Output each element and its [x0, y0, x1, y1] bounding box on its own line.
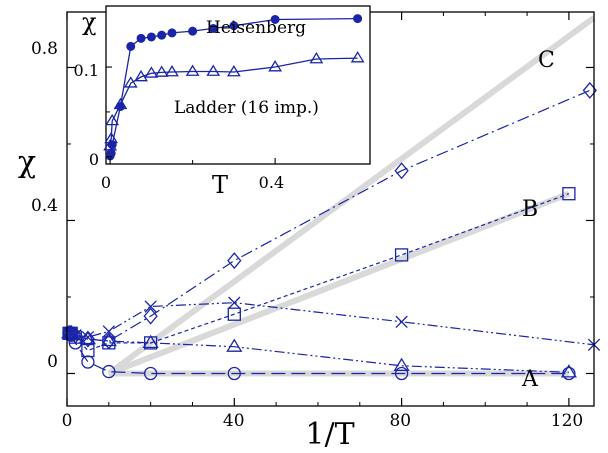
main-plot: 0 40 80 120 0 0.4 0.8 1/T χ C B A: [18, 11, 601, 452]
data-point-triangle: [103, 139, 118, 151]
inset-x-tick-label: 0: [101, 173, 111, 192]
inset-series-triangle: [103, 51, 365, 151]
data-point-cross: [81, 330, 95, 344]
data-point-triangle: [206, 64, 221, 76]
inset-series-group: [103, 14, 365, 161]
x-tick-label: 0: [62, 411, 73, 431]
data-point-cross: [228, 296, 241, 309]
data-point-circle: [562, 366, 576, 381]
inset-x-tick-label: 0.4: [259, 173, 284, 192]
data-point-cross: [102, 325, 115, 338]
data-point-triangle: [154, 65, 169, 77]
reference-line: [107, 15, 596, 376]
data-point-triangle: [226, 338, 243, 352]
series-label-heisenberg: Heisenberg: [206, 18, 306, 38]
series-square: [62, 187, 576, 358]
data-point-circle: [227, 366, 241, 381]
data-point-triangle: [226, 64, 241, 77]
data-point-filled-circle: [136, 33, 146, 43]
data-point-triangle: [113, 97, 128, 110]
data-point-diamond: [227, 252, 242, 270]
data-point-triangle: [350, 51, 365, 63]
data-point-filled-circle: [167, 28, 177, 38]
y-tick-label: 0.4: [31, 196, 58, 216]
data-point-circle: [64, 328, 78, 342]
data-point-triangle: [144, 66, 159, 78]
curve-label-c: C: [538, 48, 555, 73]
inset-series-line: [109, 57, 358, 147]
y-tick-label: 0: [47, 352, 58, 372]
data-point-filled-circle: [208, 23, 218, 33]
data-point-circle: [68, 336, 83, 350]
data-point-triangle: [134, 69, 148, 82]
inset-x-axis-title: T: [212, 171, 228, 199]
reference-line: [107, 190, 570, 377]
data-point-cross: [395, 315, 408, 329]
series-group: [61, 81, 601, 381]
series-label-ladder: Ladder (16 imp.): [174, 98, 319, 118]
data-point-square: [394, 248, 409, 262]
inset-y-axis-title: χ: [82, 8, 97, 36]
data-point-triangle: [104, 131, 119, 144]
data-point-triangle: [309, 51, 324, 64]
data-point-filled-circle: [188, 26, 198, 36]
x-tick-label: 120: [551, 411, 583, 431]
x-axis-title: 1/T: [305, 417, 354, 448]
inset-plot: 0 0.4 0 0.1 T χ Heisenberg Ladder (16 im…: [74, 5, 371, 199]
data-point-filled-circle: [126, 41, 136, 51]
data-point-filled-circle: [146, 32, 156, 42]
data-point-filled-circle: [157, 30, 167, 40]
data-point-triangle: [268, 60, 283, 72]
data-point-triangle: [185, 64, 200, 76]
series-circle: [62, 326, 576, 381]
data-point-filled-circle: [353, 14, 363, 24]
y-axis-title: χ: [18, 145, 36, 180]
data-point-triangle: [165, 64, 179, 77]
x-tick-label: 40: [223, 411, 245, 431]
data-point-triangle: [142, 334, 159, 349]
data-point-circle: [144, 366, 158, 381]
data-point-triangle: [79, 330, 96, 345]
data-point-triangle: [100, 332, 117, 347]
data-point-triangle: [123, 76, 138, 88]
curve-label-b: B: [522, 197, 538, 222]
data-point-filled-circle: [229, 21, 239, 31]
curve-label-a: A: [521, 367, 539, 392]
data-point-circle: [394, 366, 409, 381]
inset-y-tick-label: 0.1: [74, 61, 99, 80]
data-point-square: [562, 187, 576, 201]
y-tick-label: 0.8: [31, 39, 58, 59]
x-tick-label: 80: [389, 411, 411, 431]
data-point-diamond: [394, 162, 409, 180]
data-point-circle: [81, 355, 95, 369]
inset-tick-marks: [106, 66, 276, 164]
data-point-diamond: [143, 307, 158, 325]
data-point-square: [227, 307, 241, 321]
data-point-circle: [102, 364, 116, 379]
data-point-filled-circle: [270, 14, 280, 24]
inset-frame: [105, 5, 371, 165]
data-point-triangle: [105, 113, 120, 126]
data-point-triangle: [560, 364, 577, 378]
data-point-circle: [62, 326, 76, 340]
data-point-triangle: [393, 357, 410, 371]
inset-y-tick-label: 0: [89, 150, 99, 169]
data-point-cross: [144, 300, 157, 313]
